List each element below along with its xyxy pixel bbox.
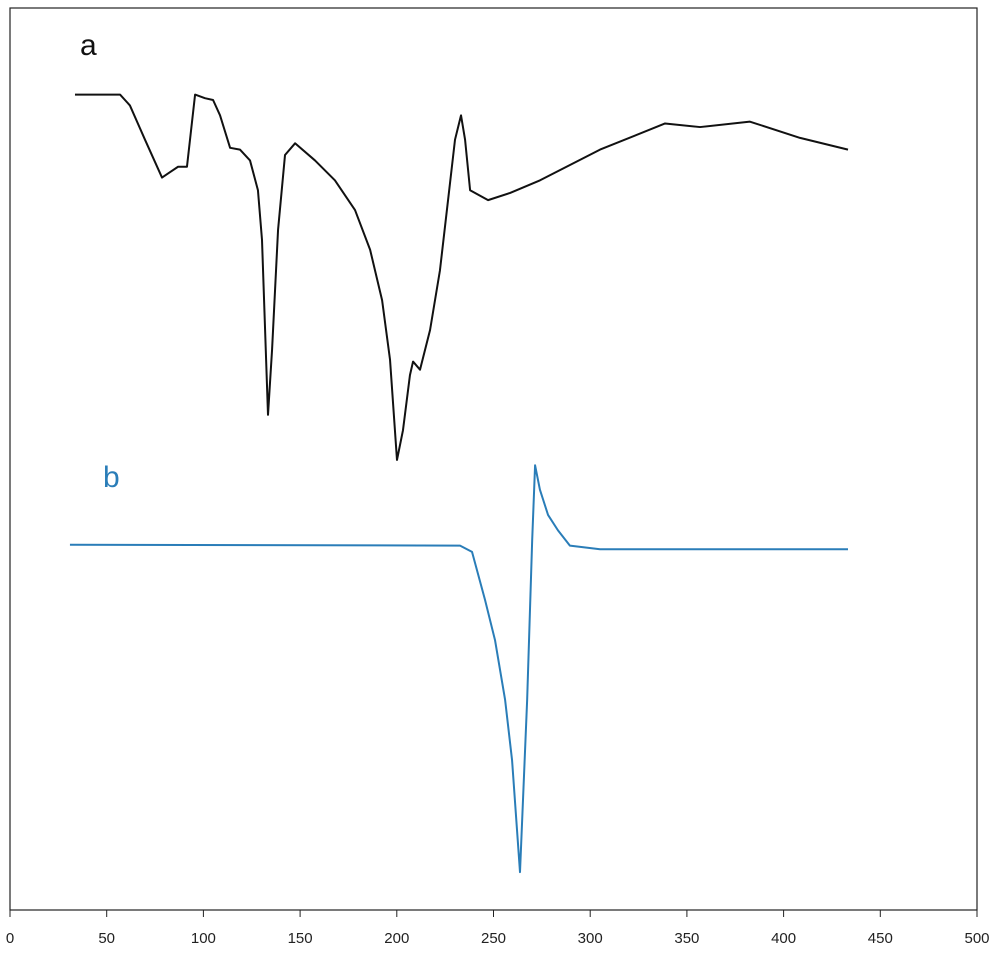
series-label: b xyxy=(103,461,120,494)
x-tick-label: 350 xyxy=(674,930,699,947)
curve xyxy=(69,464,848,874)
x-tick-label: 100 xyxy=(191,930,216,947)
x-tick-label: 50 xyxy=(98,930,115,947)
series-label: a xyxy=(80,29,97,62)
x-tick-label: 400 xyxy=(771,930,796,947)
curve xyxy=(74,93,849,461)
x-tick-label: 450 xyxy=(868,930,893,947)
x-tick-label: 300 xyxy=(578,930,603,947)
x-tick-label: 250 xyxy=(481,930,506,947)
x-tick-label: 150 xyxy=(288,930,313,947)
x-tick-label: 500 xyxy=(964,930,989,947)
x-tick-label: 200 xyxy=(384,930,409,947)
x-tick-label: 0 xyxy=(6,930,14,947)
plot-frame xyxy=(9,7,978,911)
